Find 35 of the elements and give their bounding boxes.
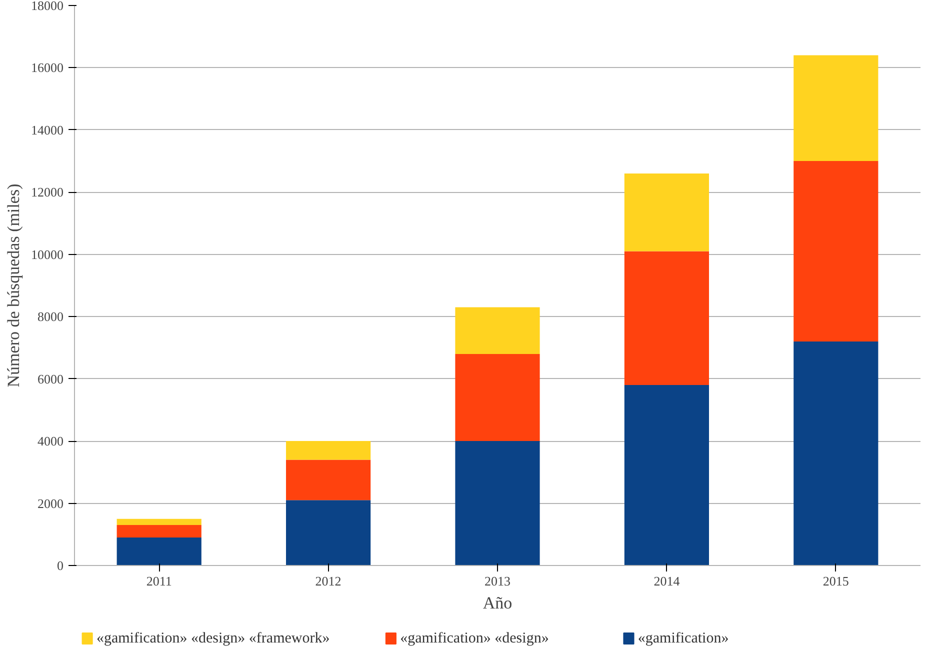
bar xyxy=(794,342,878,566)
x-tick-label: 2012 xyxy=(315,574,342,588)
bar xyxy=(286,441,371,460)
y-tick-label: 14000 xyxy=(31,122,64,138)
bar xyxy=(794,55,878,162)
bar xyxy=(624,251,709,386)
bar xyxy=(455,307,540,354)
bar xyxy=(116,518,202,526)
y-tick-label: 0 xyxy=(57,558,64,573)
legend-label: «gamification» xyxy=(638,630,729,646)
x-axis-title: Año xyxy=(482,594,512,612)
bar xyxy=(624,385,709,566)
bar xyxy=(455,354,540,442)
legend-label: «gamification» «design» «framework» xyxy=(96,630,330,646)
bar xyxy=(116,525,202,538)
x-tick-label: 2011 xyxy=(146,574,172,588)
bar xyxy=(286,500,371,566)
bar xyxy=(794,161,878,342)
x-tick-label: 2015 xyxy=(822,574,849,588)
y-tick-label: 6000 xyxy=(38,371,64,386)
bar xyxy=(116,538,202,566)
bar xyxy=(455,441,540,566)
y-tick-label: 10000 xyxy=(31,246,64,262)
y-tick-label: 16000 xyxy=(31,60,64,76)
x-tick-label: 2014 xyxy=(654,574,680,588)
y-tick-label: 4000 xyxy=(38,434,64,449)
y-tick-label: 18000 xyxy=(31,0,64,13)
y-tick-label: 12000 xyxy=(31,184,64,200)
bar xyxy=(286,460,371,500)
x-tick-label: 2013 xyxy=(484,574,510,588)
y-tick-label: 2000 xyxy=(38,496,64,511)
y-axis-title: Número de búsquedas (miles) xyxy=(4,184,23,388)
bar xyxy=(624,174,709,252)
y-tick-label: 8000 xyxy=(38,309,64,324)
legend-label: «gamification» «design» xyxy=(400,630,549,646)
